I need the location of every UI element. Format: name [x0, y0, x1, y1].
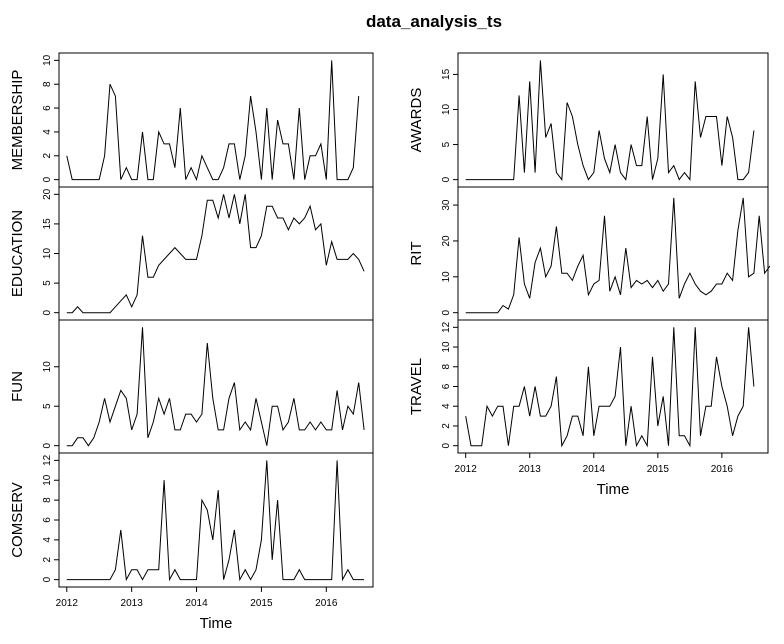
y-tick-label-comserv-0: 0: [42, 576, 53, 582]
y-tick-label-comserv-6: 6: [42, 517, 53, 523]
panel-frame-membership: [58, 52, 374, 188]
panel-frame-fun: [58, 319, 374, 454]
y-tick-label-education-0: 0: [42, 309, 53, 315]
y-tick-label-rit-30: 30: [441, 199, 452, 211]
y-tick-label-travel-0: 0: [441, 442, 452, 448]
y-tick-label-awards-5: 5: [441, 141, 452, 147]
y-tick-label-travel-8: 8: [441, 364, 452, 370]
y-tick-label-travel-10: 10: [441, 341, 452, 353]
y-tick-label-comserv-10: 10: [42, 474, 53, 486]
y-axis-label-rit: RIT: [408, 241, 425, 265]
y-tick-label-comserv-2: 2: [42, 557, 53, 563]
y-tick-label-rit-20: 20: [441, 235, 452, 247]
panel-frame-awards: [457, 52, 769, 188]
y-tick-label-comserv-12: 12: [42, 454, 53, 466]
y-axis-label-fun: FUN: [9, 371, 26, 402]
panel-frame-education: [58, 186, 374, 321]
y-tick-label-fun-5: 5: [42, 403, 53, 409]
series-line-travel: [465, 327, 755, 448]
series-line-education: [66, 194, 365, 314]
y-tick-label-membership-0: 0: [42, 176, 53, 182]
y-tick-label-travel-2: 2: [441, 423, 452, 429]
y-tick-label-travel-12: 12: [441, 321, 452, 333]
y-tick-label-fun-0: 0: [42, 442, 53, 448]
panel-education: 0 5 10 15 20 EDUCATION: [9, 186, 374, 321]
y-tick-label-travel-4: 4: [441, 403, 452, 409]
x-tick-label-2015: 2015: [250, 598, 273, 609]
y-tick-label-membership-8: 8: [42, 81, 53, 87]
panel-awards: 0 5 10 15 AWARDS: [408, 52, 769, 188]
y-tick-label-membership-10: 10: [42, 54, 53, 66]
y-tick-label-awards-10: 10: [441, 103, 452, 115]
y-tick-label-membership-6: 6: [42, 105, 53, 111]
y-tick-label-rit-0: 0: [441, 309, 452, 315]
y-tick-label-comserv-8: 8: [42, 497, 53, 503]
y-tick-label-membership-2: 2: [42, 153, 53, 159]
y-axis-label-travel: TRAVEL: [408, 358, 425, 415]
series-line-comserv: [66, 460, 365, 582]
y-tick-label-fun-10: 10: [42, 361, 53, 373]
x-axis-title: Time: [200, 615, 233, 632]
series-line-awards: [465, 60, 755, 181]
x-axis-travel: 2012 2013 2014 2015 2016 Time: [455, 452, 734, 498]
y-tick-label-awards-15: 15: [441, 68, 452, 80]
x-tick-label-2013: 2013: [519, 464, 542, 475]
y-axis-label-awards: AWARDS: [408, 88, 425, 153]
panel-fun: 0 5 10 FUN: [9, 319, 374, 454]
y-axis-label-education: EDUCATION: [9, 210, 26, 297]
y-tick-label-rit-10: 10: [441, 271, 452, 283]
y-axis-label-membership: MEMBERSHIP: [9, 70, 26, 171]
x-tick-label-2015: 2015: [647, 464, 670, 475]
panel-frame-comserv: [58, 452, 374, 588]
y-tick-label-education-15: 15: [42, 218, 53, 230]
y-tick-label-awards-0: 0: [441, 176, 452, 182]
series-line-rit: [465, 197, 771, 314]
panel-frame-rit: [457, 186, 769, 321]
x-tick-label-2012: 2012: [56, 598, 79, 609]
panel-rit: 0 10 20 30 RIT: [408, 186, 771, 321]
y-tick-label-travel-6: 6: [441, 383, 452, 389]
x-axis-title: Time: [597, 481, 630, 498]
series-line-fun: [66, 327, 365, 447]
y-axis-label-comserv: COMSERV: [9, 482, 26, 558]
y-tick-label-comserv-4: 4: [42, 537, 53, 543]
x-tick-label-2013: 2013: [121, 598, 144, 609]
chart-title: data_analysis_ts: [366, 12, 502, 31]
x-tick-label-2016: 2016: [711, 464, 734, 475]
x-tick-label-2012: 2012: [455, 464, 478, 475]
series-line-membership: [66, 60, 360, 182]
panel-travel: 0 2 4 6 8 10 12 TRAVEL 2012 2013 2014 2015 2016 Time: [408, 319, 769, 498]
y-tick-label-education-20: 20: [42, 188, 53, 200]
panel-membership: 0 2 4 6 8 10 MEMBERSHIP: [9, 52, 374, 188]
y-tick-label-education-5: 5: [42, 280, 53, 286]
x-tick-label-2014: 2014: [185, 598, 208, 609]
panel-comserv: 0 2 4 6 8 10 12 COMSERV 2012 2013 2014 2015 2016 Time: [9, 452, 374, 632]
x-tick-label-2016: 2016: [315, 598, 338, 609]
y-tick-label-education-10: 10: [42, 248, 53, 260]
y-tick-label-membership-4: 4: [42, 129, 53, 135]
x-axis-comserv: 2012 2013 2014 2015 2016 Time: [56, 586, 338, 632]
x-tick-label-2014: 2014: [583, 464, 606, 475]
